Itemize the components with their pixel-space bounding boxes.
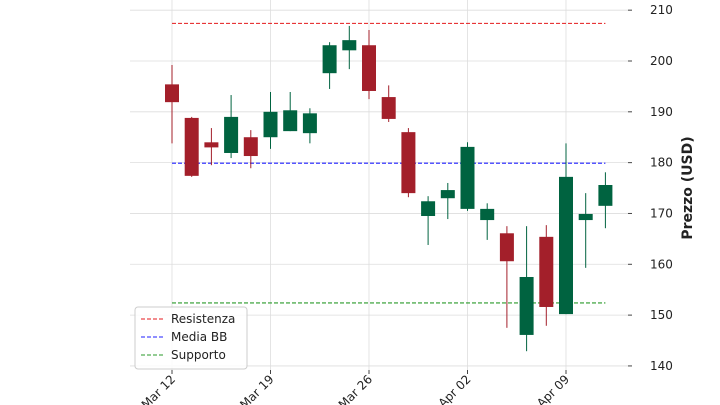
candle-body bbox=[460, 146, 475, 209]
candle-body bbox=[263, 111, 278, 138]
legend-label: Resistenza bbox=[171, 312, 235, 326]
candle-body bbox=[480, 208, 495, 221]
y-tick-label: 140 bbox=[650, 359, 673, 373]
y-axis-label: Prezzo (USD) bbox=[680, 136, 696, 239]
candle-body bbox=[578, 213, 593, 221]
y-tick-label: 150 bbox=[650, 308, 673, 322]
candle-body bbox=[184, 117, 199, 176]
legend-label: Media BB bbox=[171, 330, 227, 344]
y-tick-label: 190 bbox=[650, 105, 673, 119]
candle-body bbox=[381, 97, 396, 119]
candle-body bbox=[302, 113, 317, 134]
y-tick-label: 160 bbox=[650, 257, 673, 271]
candle-body bbox=[362, 45, 376, 91]
candle-body bbox=[322, 45, 337, 74]
y-tick-label: 180 bbox=[650, 156, 673, 170]
candle-body bbox=[283, 110, 298, 132]
candle-body bbox=[598, 185, 613, 206]
candle-body bbox=[243, 137, 258, 157]
x-tick-label: Mar 12 bbox=[139, 372, 178, 405]
y-tick-label: 200 bbox=[650, 54, 673, 68]
candle-body bbox=[440, 190, 455, 199]
candle-body bbox=[499, 233, 514, 262]
candle-body bbox=[539, 236, 554, 307]
y-tick-label: 210 bbox=[650, 3, 673, 17]
candle-body bbox=[165, 84, 179, 103]
candle-body bbox=[519, 276, 534, 335]
candle-body bbox=[342, 40, 357, 51]
candle-body bbox=[559, 176, 573, 315]
candle-body bbox=[204, 142, 219, 148]
legend-box bbox=[134, 306, 248, 370]
candle-body bbox=[224, 116, 239, 153]
x-tick-label: Apr 02 bbox=[436, 372, 474, 405]
x-tick-label: Mar 19 bbox=[237, 372, 276, 405]
x-tick-label: Mar 26 bbox=[336, 372, 375, 405]
y-tick-label: 170 bbox=[650, 206, 673, 220]
x-tick-label: Apr 09 bbox=[534, 372, 572, 405]
legend-label: Supporto bbox=[171, 348, 226, 362]
candle-body bbox=[401, 132, 416, 194]
candle-body bbox=[421, 201, 436, 217]
